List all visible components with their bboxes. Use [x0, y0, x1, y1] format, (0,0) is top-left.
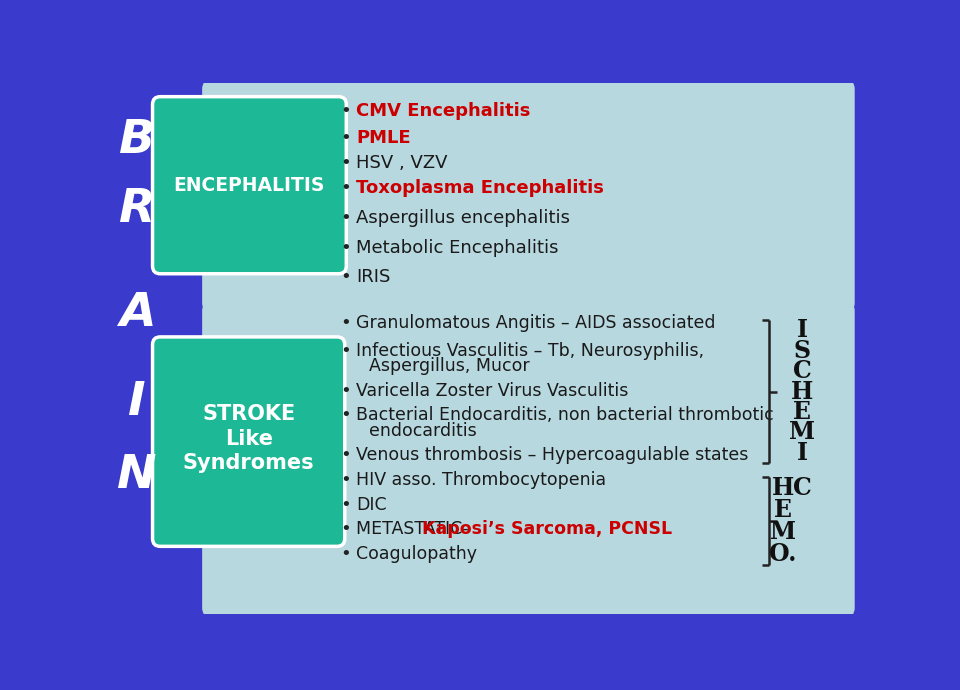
- Text: •: •: [340, 471, 351, 489]
- Text: Metabolic Encephalitis: Metabolic Encephalitis: [356, 239, 559, 257]
- FancyBboxPatch shape: [153, 337, 345, 546]
- Text: Bacterial Endocarditis, non bacterial thrombotic: Bacterial Endocarditis, non bacterial th…: [356, 406, 774, 424]
- Text: Granulomatous Angitis – AIDS associated: Granulomatous Angitis – AIDS associated: [356, 314, 716, 332]
- Text: H: H: [772, 476, 794, 500]
- Text: B: B: [119, 118, 156, 163]
- Text: Venous thrombosis – Hypercoagulable states: Venous thrombosis – Hypercoagulable stat…: [356, 446, 749, 464]
- Text: STROKE: STROKE: [202, 404, 296, 424]
- Text: I: I: [797, 318, 807, 342]
- Text: •: •: [340, 495, 351, 514]
- Text: •: •: [340, 314, 351, 332]
- Text: I: I: [797, 441, 807, 465]
- Text: •: •: [340, 406, 351, 424]
- Text: PMLE: PMLE: [356, 129, 411, 147]
- Text: H: H: [791, 380, 813, 404]
- Text: Toxoplasma Encephalitis: Toxoplasma Encephalitis: [356, 179, 604, 197]
- Text: I: I: [129, 380, 146, 425]
- FancyBboxPatch shape: [203, 80, 854, 313]
- Text: •: •: [340, 520, 351, 538]
- FancyBboxPatch shape: [153, 97, 347, 274]
- Text: N: N: [117, 453, 156, 498]
- Text: IRIS: IRIS: [356, 268, 391, 286]
- Text: endocarditis: endocarditis: [369, 422, 476, 440]
- Text: •: •: [340, 239, 351, 257]
- Text: C: C: [793, 359, 811, 383]
- Text: •: •: [340, 179, 351, 197]
- Text: HIV asso. Thrombocytopenia: HIV asso. Thrombocytopenia: [356, 471, 607, 489]
- Text: CMV Encephalitis: CMV Encephalitis: [356, 101, 531, 119]
- Text: C: C: [793, 476, 811, 500]
- Text: •: •: [340, 342, 351, 359]
- Text: S: S: [794, 339, 810, 363]
- Text: R: R: [119, 188, 156, 233]
- Text: •: •: [340, 129, 351, 147]
- Text: Aspergillus encephalitis: Aspergillus encephalitis: [356, 209, 570, 227]
- Text: ENCEPHALITIS: ENCEPHALITIS: [174, 176, 325, 195]
- Text: HSV , VZV: HSV , VZV: [356, 154, 448, 172]
- Text: •: •: [340, 545, 351, 563]
- Text: •: •: [340, 101, 351, 119]
- Text: METASTATIC-: METASTATIC-: [356, 520, 474, 538]
- Text: E: E: [774, 498, 792, 522]
- Text: M: M: [789, 420, 815, 444]
- Text: •: •: [340, 446, 351, 464]
- Text: Aspergillus, Mucor: Aspergillus, Mucor: [369, 357, 529, 375]
- Text: Varicella Zoster Virus Vasculitis: Varicella Zoster Virus Vasculitis: [356, 382, 629, 400]
- Text: Syndromes: Syndromes: [182, 453, 315, 473]
- Text: O.: O.: [769, 542, 796, 566]
- Text: Infectious Vasculitis – Tb, Neurosyphilis,: Infectious Vasculitis – Tb, Neurosyphili…: [356, 342, 705, 359]
- Text: Kaposi’s Sarcoma, PCNSL: Kaposi’s Sarcoma, PCNSL: [422, 520, 673, 538]
- Text: DIC: DIC: [356, 495, 387, 514]
- Text: M: M: [770, 520, 796, 544]
- Text: •: •: [340, 382, 351, 400]
- Text: E: E: [793, 400, 811, 424]
- Text: •: •: [340, 268, 351, 286]
- Text: •: •: [340, 154, 351, 172]
- Text: A: A: [119, 291, 156, 336]
- Text: Coagulopathy: Coagulopathy: [356, 545, 477, 563]
- Text: •: •: [340, 209, 351, 227]
- FancyBboxPatch shape: [203, 302, 854, 617]
- Text: Like: Like: [225, 428, 273, 448]
